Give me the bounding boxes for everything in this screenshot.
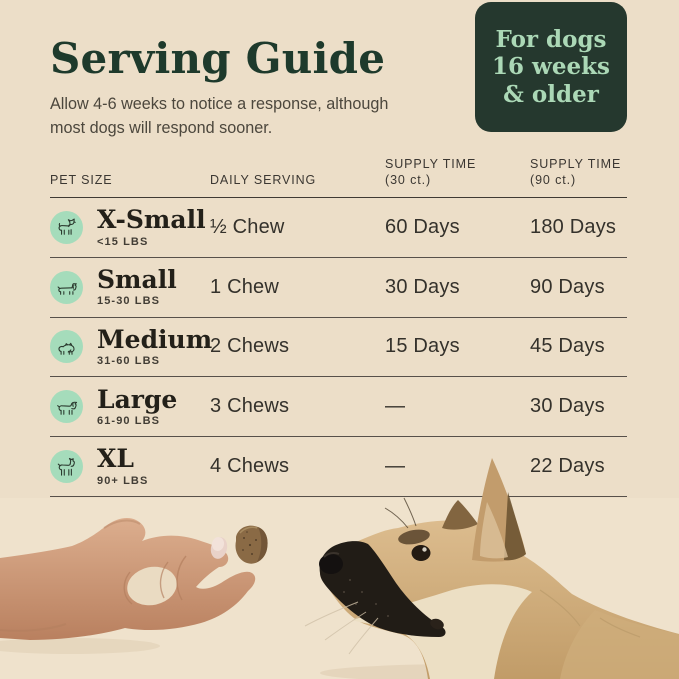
age-badge-line: & older	[503, 80, 599, 108]
chew	[235, 525, 268, 564]
pet-size-label: X-Small	[97, 205, 206, 235]
great-dane-dog-icon	[57, 457, 75, 476]
dog-nose-highlight	[323, 552, 340, 558]
pet-name-block: Large 61-90 LBS	[97, 387, 177, 428]
pet-size-cell: X-Small <15 LBS	[50, 207, 210, 248]
dog-illustration	[304, 458, 679, 679]
icon-circle	[50, 390, 83, 424]
page-title: Serving Guide	[50, 34, 386, 83]
arm-shadow	[0, 638, 160, 654]
retriever-dog-icon	[56, 401, 77, 415]
pet-size-label: Medium	[97, 324, 213, 354]
dog-eye	[411, 545, 431, 561]
dog-back-fur	[560, 610, 679, 679]
pet-size-cell: Small 15-30 LBS	[50, 267, 210, 308]
supply-90-value: 30 Days	[530, 395, 605, 418]
hand-illustration	[0, 518, 256, 640]
daily-serving-value: 1 Chew	[210, 275, 280, 298]
chew-illustration	[235, 525, 268, 564]
daily-serving-value: 3 Chews	[210, 395, 290, 418]
chihuahua-dog-icon	[58, 218, 76, 236]
pet-weight-label: 31-60 LBS	[97, 355, 161, 368]
dog-eye-highlight	[422, 547, 427, 552]
daily-serving-value: 2 Chews	[210, 335, 290, 358]
supply-90-value: 90 Days	[530, 275, 605, 298]
supply-90-value: 22 Days	[530, 455, 605, 478]
dog-brow-whiskers	[384, 497, 417, 529]
photo-hand-feeding-dog	[0, 458, 679, 679]
pet-size-label: XL	[97, 444, 134, 474]
pet-name-block: X-Small <15 LBS	[97, 207, 206, 248]
serving-table: PET SIZE DAILY SERVING SUPPLY TIME (30 c…	[50, 148, 627, 497]
header-supply-90: SUPPLY TIME (90 ct.)	[530, 156, 622, 187]
table-row-xsmall: X-Small <15 LBS ½ Chew 60 Days 180 Days	[50, 198, 627, 258]
header-supply-30: SUPPLY TIME (30 ct.)	[385, 156, 477, 187]
pet-size-cell: Large 61-90 LBS	[50, 387, 210, 428]
age-badge-line: For dogs	[495, 26, 607, 54]
hand-finger-gap	[127, 566, 177, 606]
chew-highlight	[239, 526, 258, 534]
chew-speckles	[242, 531, 257, 555]
dog-brow-patch	[398, 529, 430, 545]
header-pet-size: PET SIZE	[50, 172, 113, 187]
dog-ear-edge	[504, 492, 526, 561]
table-row-small: Small 15-30 LBS 1 Chew 30 Days 90 Days	[50, 258, 627, 318]
bulldog-dog-icon	[57, 342, 75, 355]
pet-weight-label: 61-90 LBS	[97, 415, 161, 428]
pet-name-block: Medium 31-60 LBS	[97, 327, 212, 368]
icon-circle	[50, 270, 83, 304]
icon-circle	[50, 210, 83, 244]
finger-fold-lines	[123, 555, 187, 605]
table-row-medium: Medium 31-60 LBS 2 Chews 15 Days 45 Days	[50, 318, 627, 378]
hand	[0, 518, 256, 640]
dog-muzzle-speckles	[343, 579, 389, 617]
age-badge: For dogs 16 weeks & older	[475, 2, 627, 132]
age-badge-line: 16 weeks	[492, 53, 610, 81]
dog-whiskers	[304, 601, 379, 655]
pet-size-cell: XL 90+ LBS	[50, 446, 210, 487]
supply-30-value: 15 Days	[385, 335, 460, 358]
page-subtitle: Allow 4-6 weeks to notice a response, al…	[50, 95, 389, 138]
icon-circle	[50, 330, 83, 364]
table-row-xl: XL 90+ LBS 4 Chews — 22 Days	[50, 437, 627, 497]
icon-circle	[50, 450, 83, 484]
supply-90-value: 45 Days	[530, 335, 605, 358]
table-header-row: PET SIZE DAILY SERVING SUPPLY TIME (30 c…	[50, 148, 627, 198]
pet-weight-label: 15-30 LBS	[97, 295, 161, 308]
pet-size-label: Large	[97, 384, 178, 414]
dachshund-dog-icon	[57, 283, 77, 296]
table-row-large: Large 61-90 LBS 3 Chews — 30 Days	[50, 377, 627, 438]
pet-size-cell: Medium 31-60 LBS	[50, 327, 212, 368]
fingernail-tip	[211, 537, 225, 551]
supply-30-value: 30 Days	[385, 275, 460, 298]
dog-nose	[319, 554, 343, 574]
daily-serving-value: ½ Chew	[210, 215, 285, 238]
dog-chin-spot	[430, 618, 444, 630]
pet-weight-label: 90+ LBS	[97, 474, 149, 487]
dog-ear-inner	[480, 502, 508, 559]
pet-size-label: Small	[97, 264, 177, 294]
supply-90-value: 180 Days	[530, 215, 617, 238]
supply-30-value: 60 Days	[385, 215, 460, 238]
pet-weight-label: <15 LBS	[97, 235, 149, 248]
pet-name-block: Small 15-30 LBS	[97, 267, 177, 308]
supply-30-value: —	[385, 395, 406, 418]
hand-shading	[0, 519, 141, 632]
dog-far-ear	[442, 500, 478, 530]
supply-30-value: —	[385, 455, 406, 478]
pet-name-block: XL 90+ LBS	[97, 446, 148, 487]
dog-neck-fur-lines	[539, 589, 641, 638]
header-daily-serving: DAILY SERVING	[210, 172, 317, 187]
chew-shadow-side	[257, 527, 268, 562]
dog-muzzle	[319, 541, 446, 637]
daily-serving-value: 4 Chews	[210, 455, 290, 478]
